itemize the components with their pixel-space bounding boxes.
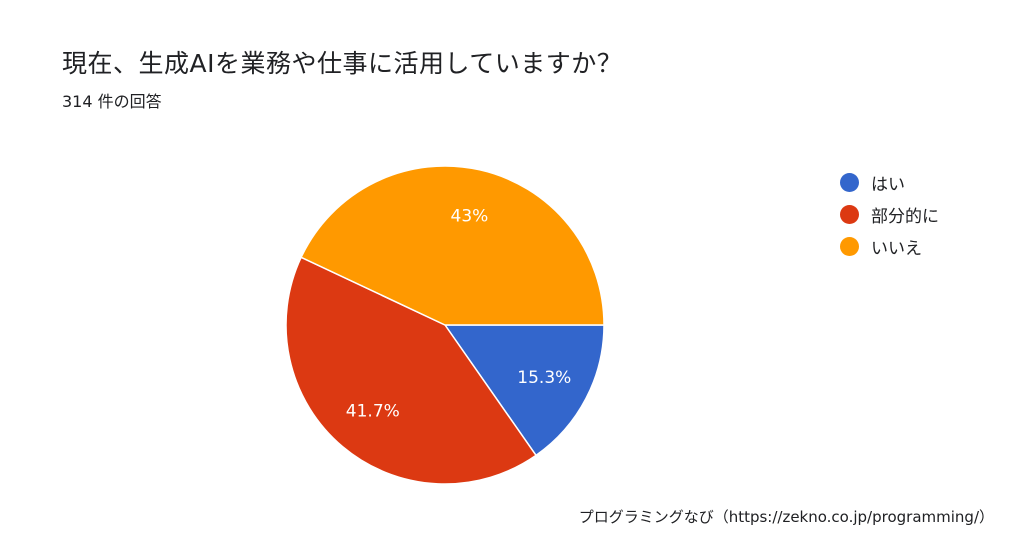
legend-item-partial: 部分的に <box>840 198 939 230</box>
legend: はい 部分的に いいえ <box>840 166 939 262</box>
slice-no <box>300 165 605 326</box>
legend-item-yes: はい <box>840 166 939 198</box>
chart-title: 現在、生成AIを業務や仕事に活用していますか？ <box>62 49 623 78</box>
slice-label-partial: 41.7% <box>346 402 400 422</box>
legend-swatch-partial <box>840 204 859 224</box>
slice-label-yes: 15.3% <box>517 368 571 388</box>
legend-item-no: いいえ <box>840 230 939 262</box>
legend-swatch-no <box>840 236 859 256</box>
legend-label-yes: はい <box>871 174 905 195</box>
pie-chart: 15.3% 41.7% 43% <box>285 165 605 485</box>
slice-yes <box>443 324 605 457</box>
slice-label-no: 43% <box>451 207 489 227</box>
slice-partial <box>285 256 538 485</box>
legend-label-partial: 部分的に <box>871 206 939 227</box>
legend-label-no: いいえ <box>871 238 922 259</box>
legend-swatch-yes <box>840 172 859 192</box>
source-credit: プログラミングなび（https://zekno.co.jp/programmin… <box>578 508 994 526</box>
response-count: 314 件の回答 <box>62 92 162 111</box>
